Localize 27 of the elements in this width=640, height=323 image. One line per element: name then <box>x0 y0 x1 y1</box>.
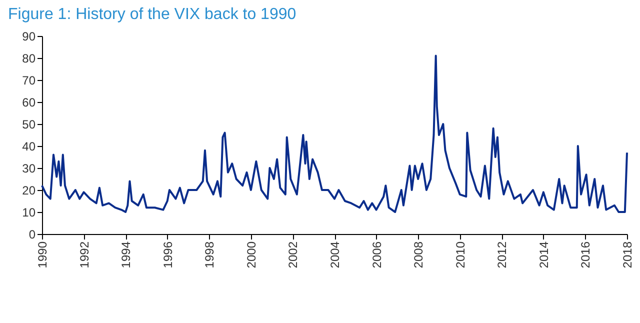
line-series <box>41 54 628 213</box>
y-tick-label: 60 <box>22 96 36 110</box>
chart-title: Figure 1: History of the VIX back to 1990 <box>8 6 296 23</box>
x-tick-label: 2002 <box>286 241 300 268</box>
x-tick-label: 2006 <box>370 241 384 268</box>
y-tick-label: 90 <box>22 30 36 44</box>
y-tick-label: 10 <box>22 206 36 220</box>
x-tick-label: 2004 <box>328 241 342 268</box>
x-tick-label: 2014 <box>536 241 551 268</box>
x-tick-label: 1996 <box>160 241 175 268</box>
x-tick-label: 1992 <box>77 241 92 268</box>
x-tick-label: 1998 <box>202 241 217 268</box>
x-tick-label: 2016 <box>578 241 593 268</box>
x-tick-label: 1990 <box>36 241 50 268</box>
x-tick-label: 2010 <box>453 241 468 268</box>
x-tick-label: 2012 <box>495 241 510 268</box>
y-tick-label: 70 <box>22 74 36 88</box>
y-tick-label: 0 <box>28 228 36 242</box>
x-tick-label: 2018 <box>620 241 634 268</box>
x-tick-label: 2008 <box>412 241 426 268</box>
y-tick-label: 40 <box>22 140 36 154</box>
x-tick-label: 1994 <box>119 241 134 268</box>
x-tick-label: 2000 <box>244 241 258 268</box>
y-tick-label: 30 <box>22 162 36 176</box>
y-tick-label: 50 <box>22 118 36 132</box>
y-tick-label: 20 <box>22 184 36 198</box>
y-tick-label: 80 <box>22 52 36 66</box>
